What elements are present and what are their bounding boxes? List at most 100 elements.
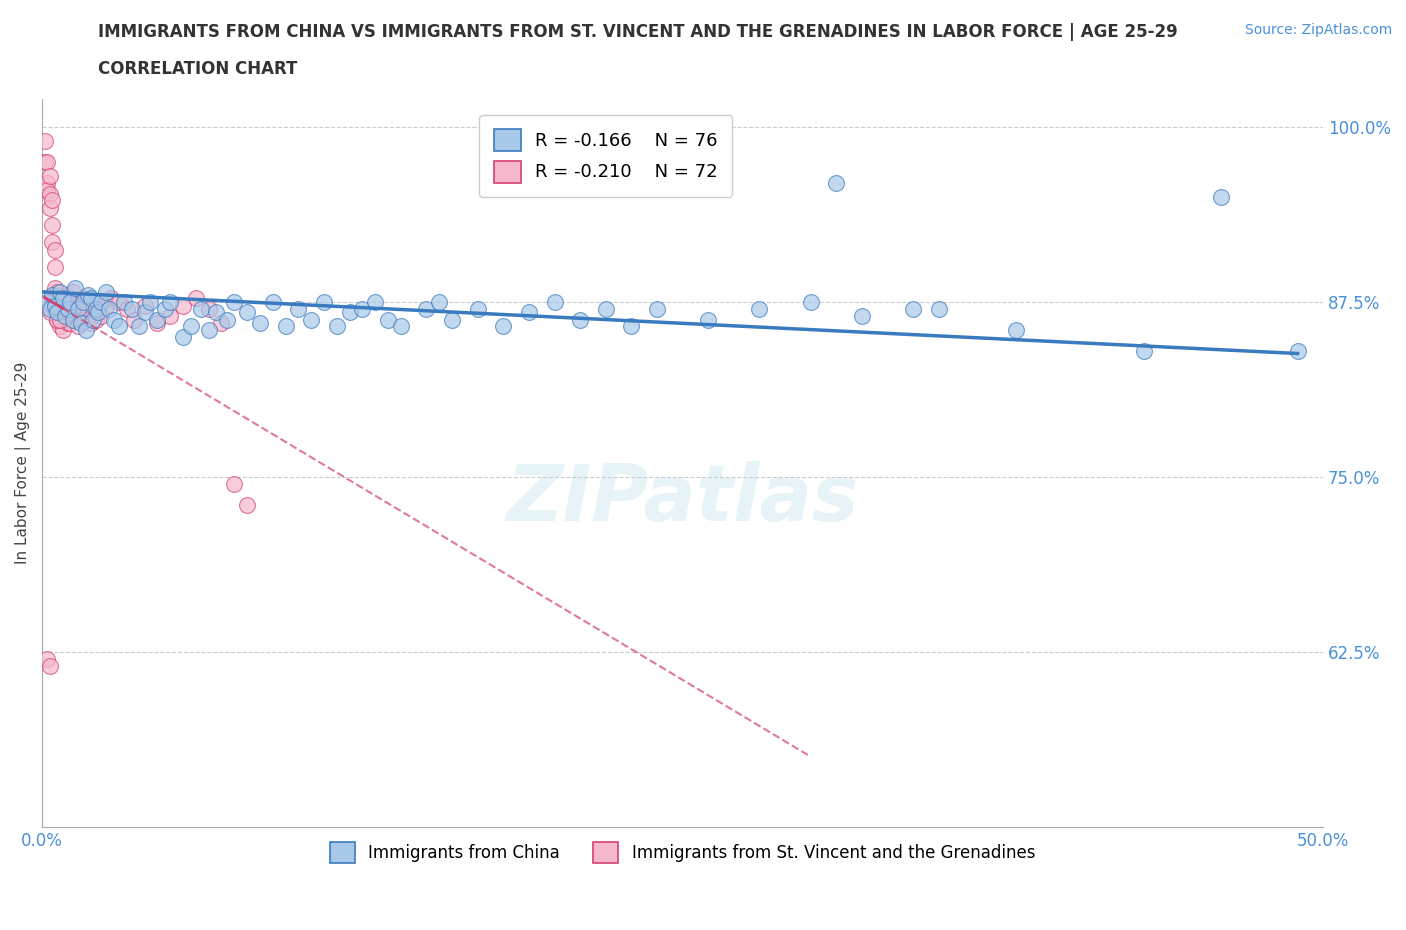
Point: [80, 315, 103, 330]
Point: [197, 323, 219, 338]
Point: [1209, 190, 1232, 205]
Point: [72, 312, 94, 327]
Point: [44, 299, 66, 313]
Point: [1004, 323, 1026, 338]
Point: [53, 312, 76, 327]
Point: [100, 290, 122, 305]
Point: [569, 312, 592, 327]
Point: [138, 294, 160, 309]
Point: [146, 315, 169, 330]
Point: [441, 312, 464, 327]
Point: [172, 299, 194, 313]
Point: [44, 259, 66, 274]
Point: [41, 287, 63, 302]
Point: [180, 318, 202, 333]
Point: [62, 312, 84, 327]
Point: [49, 312, 72, 327]
Point: [56, 301, 79, 316]
Point: [77, 287, 100, 302]
Point: [59, 294, 82, 309]
Point: [517, 304, 540, 319]
Text: ZIPatlas: ZIPatlas: [506, 461, 859, 538]
Point: [190, 301, 212, 316]
Point: [34, 133, 56, 148]
Point: [44, 243, 66, 258]
Point: [928, 301, 950, 316]
Point: [52, 290, 75, 305]
Point: [44, 280, 66, 295]
Point: [65, 301, 87, 316]
Point: [82, 312, 104, 327]
Point: [52, 323, 75, 338]
Point: [37, 175, 59, 190]
Legend: Immigrants from China, Immigrants from St. Vincent and the Grenadines: Immigrants from China, Immigrants from S…: [323, 836, 1042, 870]
Point: [72, 290, 94, 305]
Point: [53, 287, 76, 302]
Point: [44, 290, 66, 305]
Point: [825, 175, 848, 190]
Point: [59, 315, 82, 330]
Point: [97, 301, 120, 316]
Point: [236, 498, 259, 512]
Point: [364, 294, 387, 309]
Point: [620, 318, 643, 333]
Point: [108, 318, 131, 333]
Point: [84, 312, 107, 327]
Point: [903, 301, 925, 316]
Point: [87, 304, 110, 319]
Point: [595, 301, 617, 316]
Point: [197, 301, 219, 316]
Point: [153, 301, 176, 316]
Point: [1286, 343, 1309, 358]
Point: [205, 304, 228, 319]
Point: [96, 299, 118, 313]
Point: [87, 301, 110, 316]
Point: [69, 304, 91, 319]
Point: [224, 294, 246, 309]
Point: [172, 329, 194, 344]
Point: [37, 182, 59, 197]
Point: [56, 304, 79, 319]
Point: [62, 285, 84, 299]
Point: [124, 312, 146, 327]
Point: [90, 294, 112, 309]
Point: [49, 285, 72, 299]
Point: [748, 301, 770, 316]
Point: [352, 301, 374, 316]
Point: [339, 304, 361, 319]
Point: [112, 294, 135, 309]
Point: [53, 308, 76, 323]
Point: [38, 301, 60, 316]
Point: [211, 315, 233, 330]
Point: [492, 318, 515, 333]
Point: [90, 308, 112, 323]
Point: [49, 301, 72, 316]
Point: [249, 315, 271, 330]
Point: [377, 312, 399, 327]
Point: [66, 301, 89, 316]
Point: [82, 299, 104, 313]
Point: [84, 301, 107, 316]
Point: [37, 154, 59, 169]
Point: [159, 294, 181, 309]
Point: [56, 304, 79, 319]
Point: [56, 294, 79, 309]
Point: [69, 315, 91, 330]
Point: [46, 285, 69, 299]
Point: [46, 312, 69, 327]
Point: [66, 312, 89, 327]
Point: [38, 304, 60, 319]
Point: [121, 301, 143, 316]
Text: CORRELATION CHART: CORRELATION CHART: [98, 60, 298, 78]
Point: [389, 318, 412, 333]
Point: [49, 290, 72, 305]
Point: [53, 294, 76, 309]
Point: [851, 308, 873, 323]
Point: [184, 290, 207, 305]
Point: [44, 301, 66, 316]
Point: [800, 294, 823, 309]
Point: [75, 294, 97, 309]
Point: [215, 312, 238, 327]
Point: [128, 318, 150, 333]
Point: [59, 299, 82, 313]
